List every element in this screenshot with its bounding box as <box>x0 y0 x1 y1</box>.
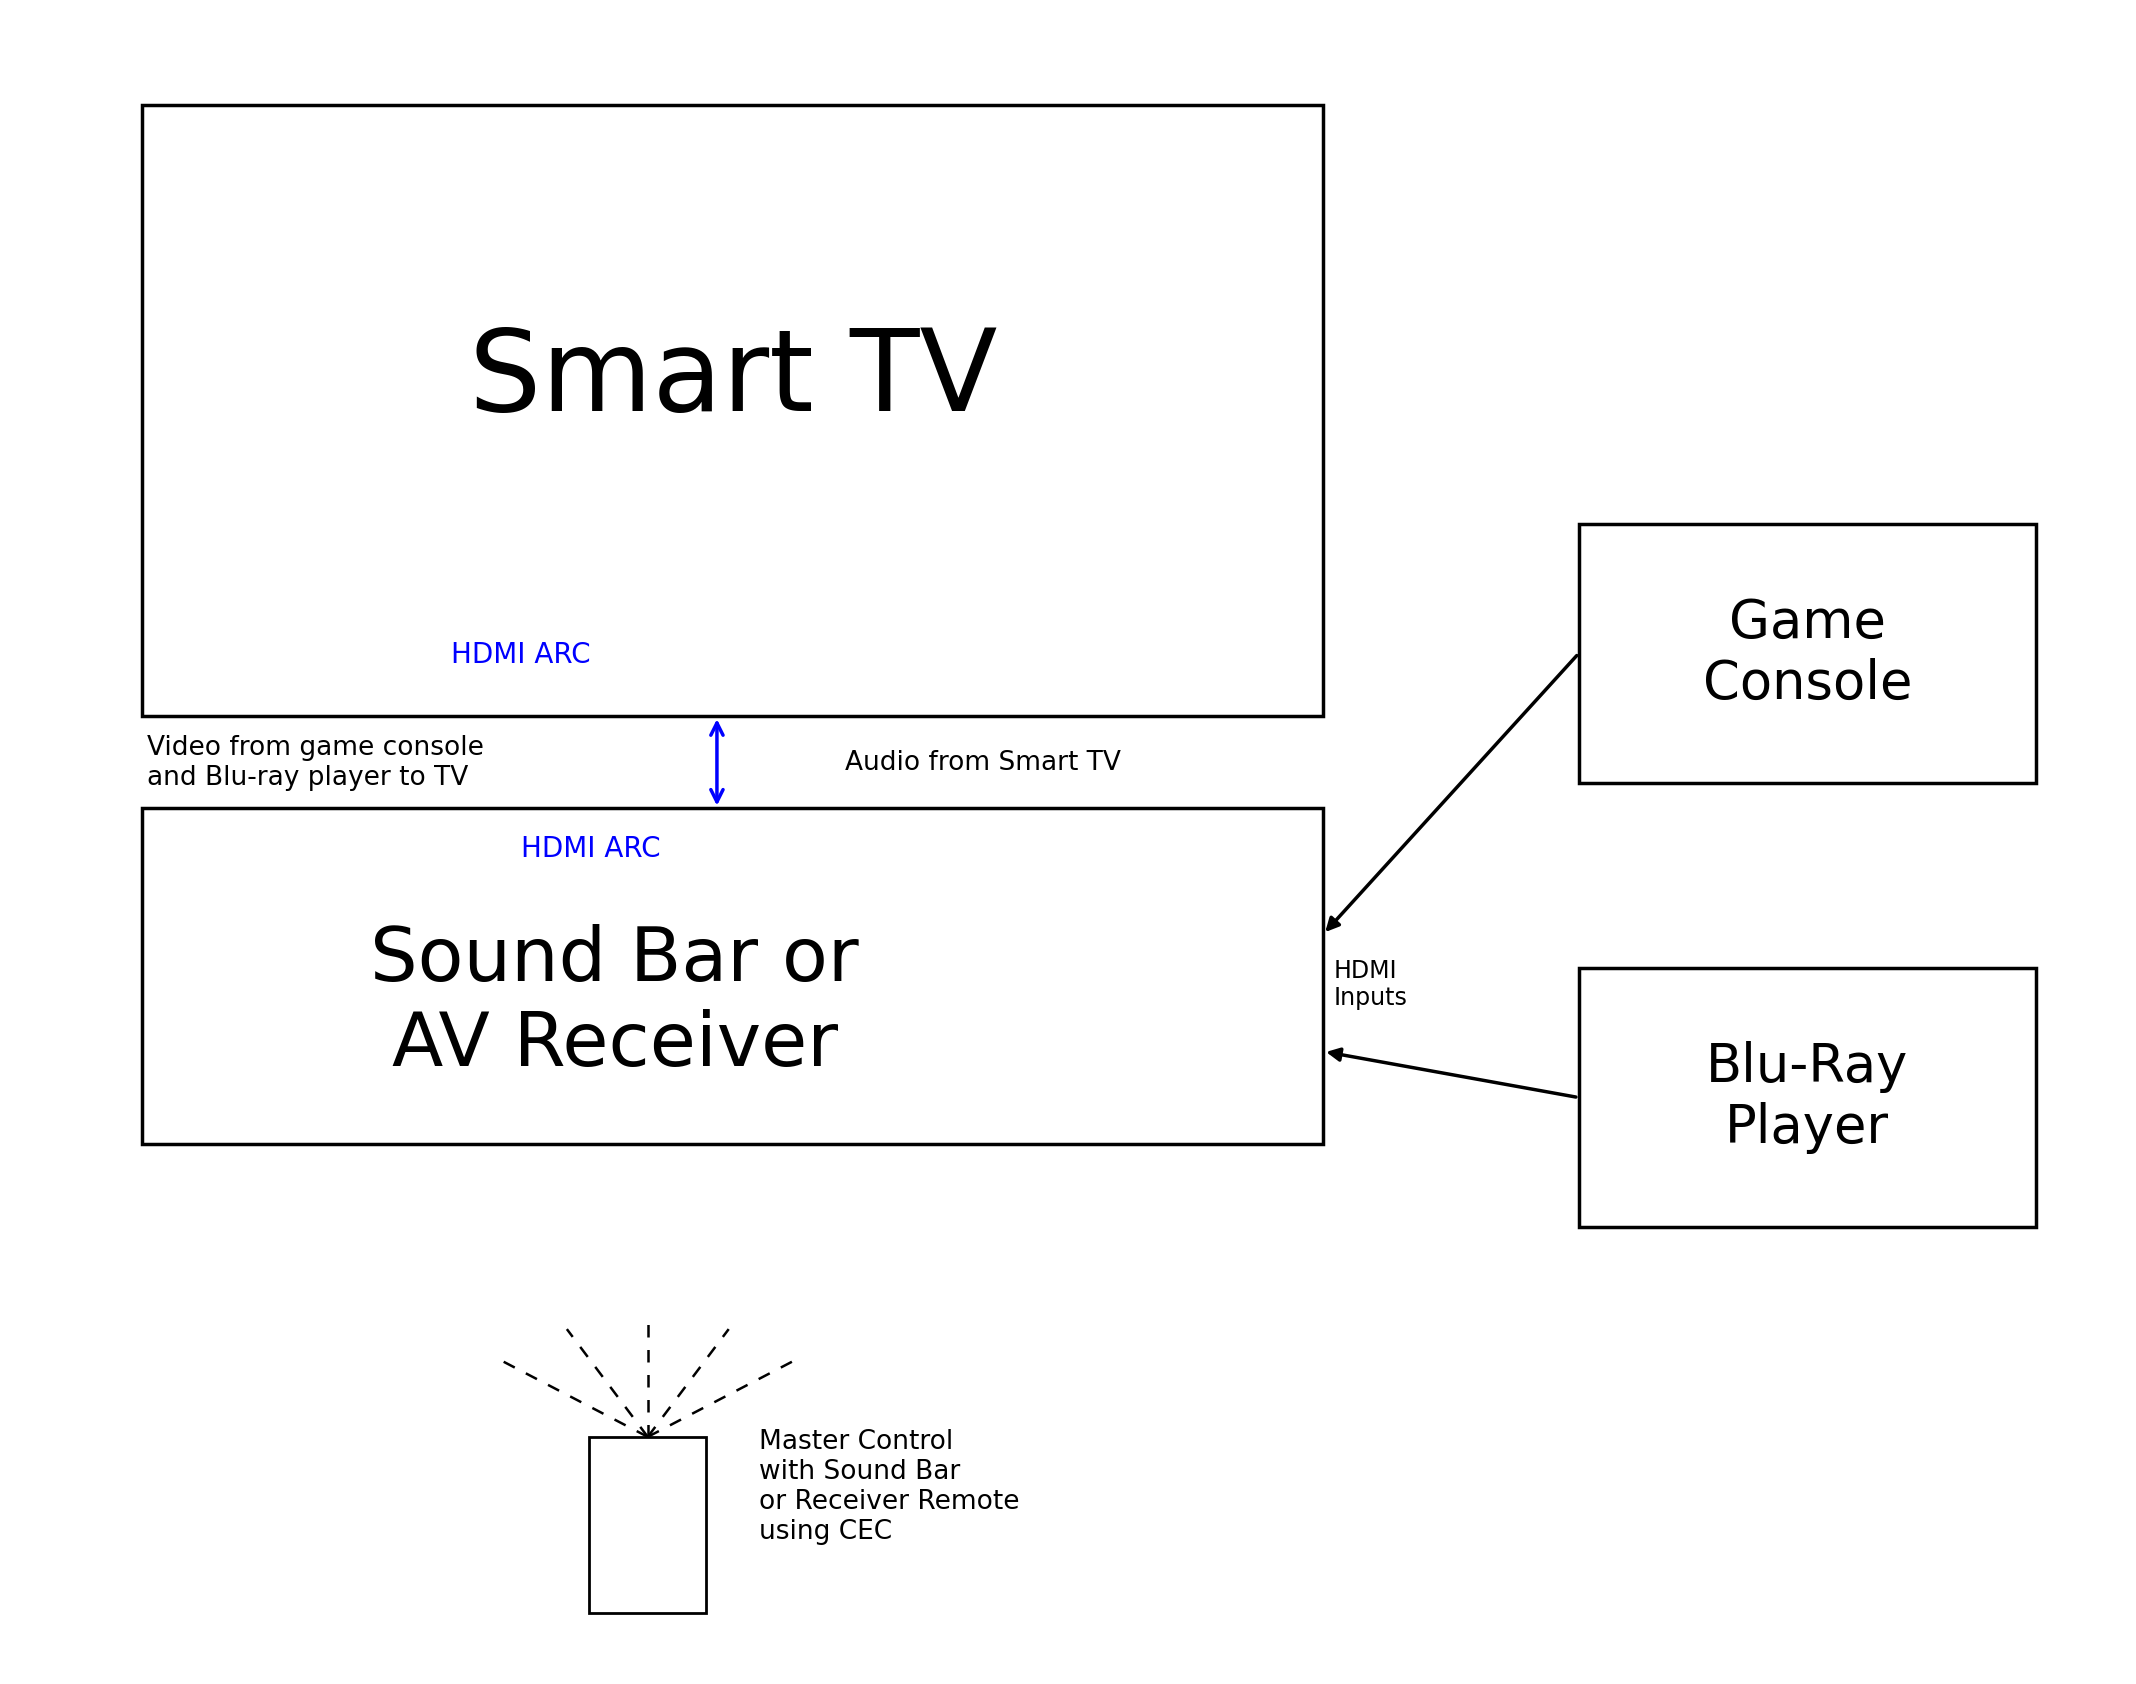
Text: Game
Console: Game Console <box>1702 598 1912 709</box>
Text: Sound Bar or
AV Receiver: Sound Bar or AV Receiver <box>370 925 859 1081</box>
Text: HDMI
Inputs: HDMI Inputs <box>1335 958 1408 1010</box>
Text: Smart TV: Smart TV <box>468 325 998 436</box>
Bar <box>143 808 1324 1143</box>
Text: HDMI ARC: HDMI ARC <box>451 642 590 669</box>
Bar <box>1579 968 2036 1228</box>
Text: HDMI ARC: HDMI ARC <box>521 835 660 862</box>
Text: Audio from Smart TV: Audio from Smart TV <box>844 751 1121 776</box>
Text: Blu-Ray
Player: Blu-Ray Player <box>1707 1041 1910 1154</box>
Bar <box>1579 524 2036 783</box>
Bar <box>143 104 1324 716</box>
Text: Master Control
with Sound Bar
or Receiver Remote
using CEC: Master Control with Sound Bar or Receive… <box>760 1430 1021 1546</box>
Bar <box>590 1436 707 1613</box>
Text: Video from game console
and Blu-ray player to TV: Video from game console and Blu-ray play… <box>147 736 483 791</box>
